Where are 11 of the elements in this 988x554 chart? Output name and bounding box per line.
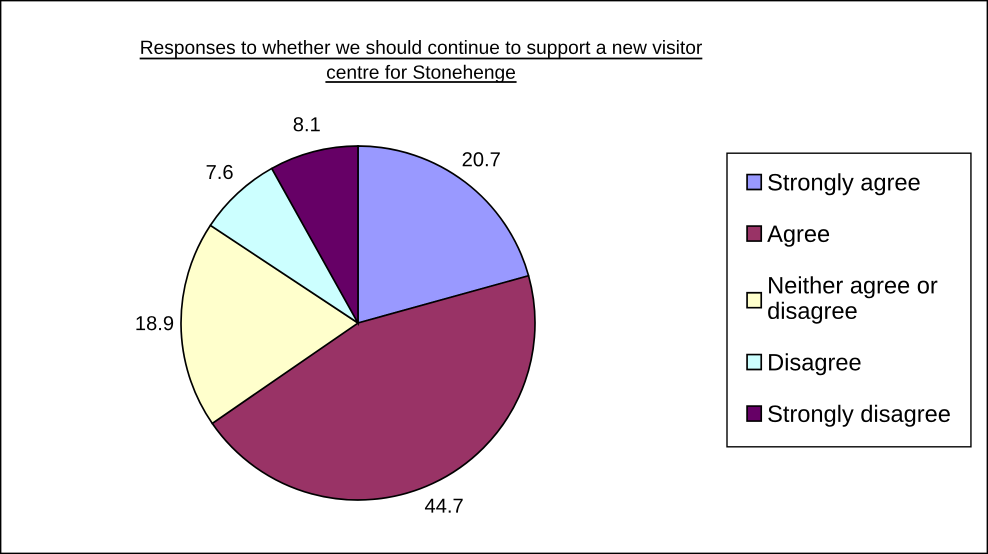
data-label: 20.7	[462, 152, 500, 166]
data-label: 8.1	[294, 117, 320, 132]
legend-label: Strongly agree	[768, 173, 920, 196]
legend-label: Disagree	[769, 353, 861, 376]
legend-label: Agree	[767, 226, 830, 247]
legend-label: Neither agree or disagree	[768, 276, 938, 324]
data-label: 44.7	[424, 498, 463, 513]
legend-label: Strongly disagree	[768, 404, 950, 427]
data-label: 18.9	[136, 316, 174, 330]
chart-title: Responses to whether we should continue to support a new visitor centre for Stonehenge	[141, 40, 702, 83]
data-label: 7.6	[206, 164, 233, 180]
